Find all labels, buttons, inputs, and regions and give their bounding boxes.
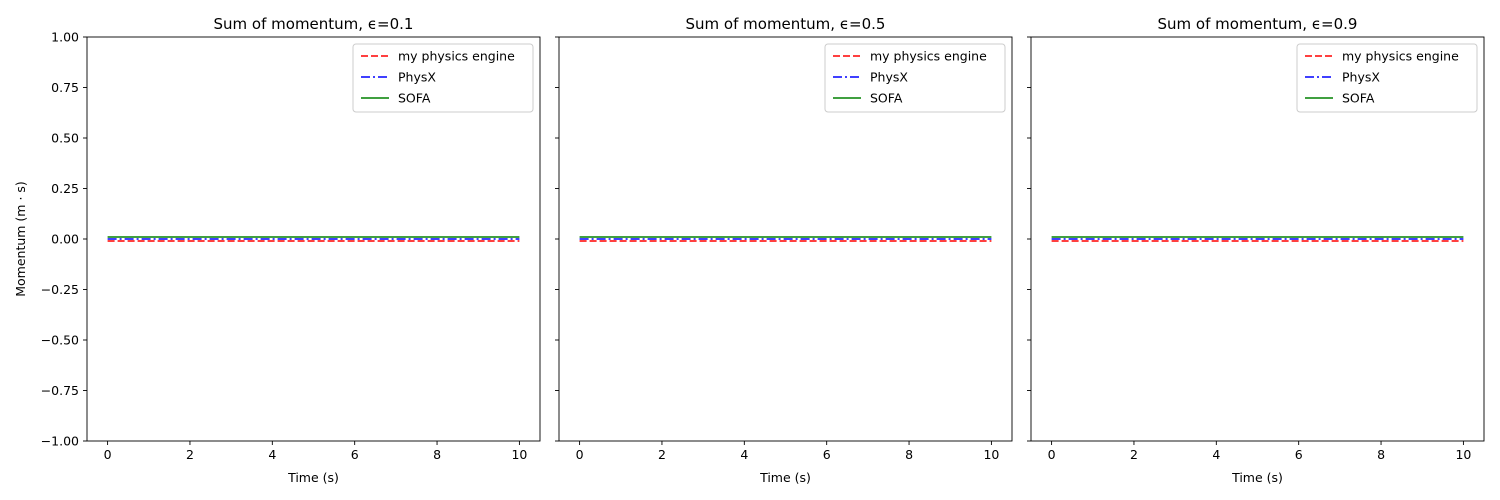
legend-label: my physics engine <box>870 49 987 64</box>
chart-title: Sum of momentum, ϵ=0.5 <box>686 15 886 33</box>
x-tick-label: 2 <box>186 447 194 462</box>
legend-label: SOFA <box>398 91 431 106</box>
y-tick-label: 0.75 <box>51 80 79 95</box>
chart-panel-2: Sum of momentum, ϵ=0.5 0 2 4 6 8 10 Time (s) my … <box>555 15 1013 485</box>
x-tick-label: 0 <box>576 447 584 462</box>
legend: my physics engine PhysX SOFA <box>824 43 1006 113</box>
y-tick-label: 1.00 <box>51 30 79 45</box>
x-tick-label: 6 <box>1295 447 1303 462</box>
x-tick-label: 6 <box>823 447 831 462</box>
legend-label: my physics engine <box>1342 49 1459 64</box>
y-tick-label: −1.00 <box>41 434 79 449</box>
legend-box <box>1296 43 1478 113</box>
y-tick-label: −0.50 <box>41 333 79 348</box>
legend: my physics engine PhysX SOFA <box>352 43 534 113</box>
x-tick-label: 0 <box>1048 447 1056 462</box>
y-tick-label: −0.75 <box>41 383 79 398</box>
x-axis-label: Time (s) <box>287 470 339 485</box>
x-tick-label: 2 <box>658 447 666 462</box>
chart-title: Sum of momentum, ϵ=0.1 <box>214 15 414 33</box>
legend-label: PhysX <box>870 70 908 85</box>
x-tick-label: 8 <box>905 447 913 462</box>
legend-box <box>352 43 534 113</box>
x-tick-label: 10 <box>511 447 527 462</box>
x-tick-label: 4 <box>740 447 748 462</box>
x-tick-label: 10 <box>983 447 999 462</box>
x-tick-label: 6 <box>351 447 359 462</box>
x-tick-label: 8 <box>433 447 441 462</box>
chart-panel-3: Sum of momentum, ϵ=0.9 0 2 4 6 8 10 Time (s) my … <box>1027 15 1485 485</box>
x-tick-label: 0 <box>104 447 112 462</box>
y-tick-label: 0.00 <box>51 232 79 247</box>
legend-label: PhysX <box>1342 70 1380 85</box>
x-tick-label: 2 <box>1130 447 1138 462</box>
x-axis-label: Time (s) <box>1231 470 1283 485</box>
legend-box <box>824 43 1006 113</box>
y-tick-label: 0.50 <box>51 131 79 146</box>
x-tick-label: 4 <box>268 447 276 462</box>
chart-panel-1: Sum of momentum, ϵ=0.1 0 2 4 6 8 10 −1.00 −0.75 −… <box>13 15 541 485</box>
y-tick-label: 0.25 <box>51 181 79 196</box>
legend-label: SOFA <box>1342 91 1375 106</box>
x-tick-label: 10 <box>1455 447 1471 462</box>
x-tick-label: 4 <box>1212 447 1220 462</box>
x-axis-label: Time (s) <box>759 470 811 485</box>
y-axis-label: Momentum (m · s) <box>13 181 28 297</box>
y-tick-label: −0.25 <box>41 282 79 297</box>
legend: my physics engine PhysX SOFA <box>1296 43 1478 113</box>
legend-label: PhysX <box>398 70 436 85</box>
x-tick-label: 8 <box>1377 447 1385 462</box>
legend-label: my physics engine <box>398 49 515 64</box>
chart-title: Sum of momentum, ϵ=0.9 <box>1158 15 1358 33</box>
legend-label: SOFA <box>870 91 903 106</box>
